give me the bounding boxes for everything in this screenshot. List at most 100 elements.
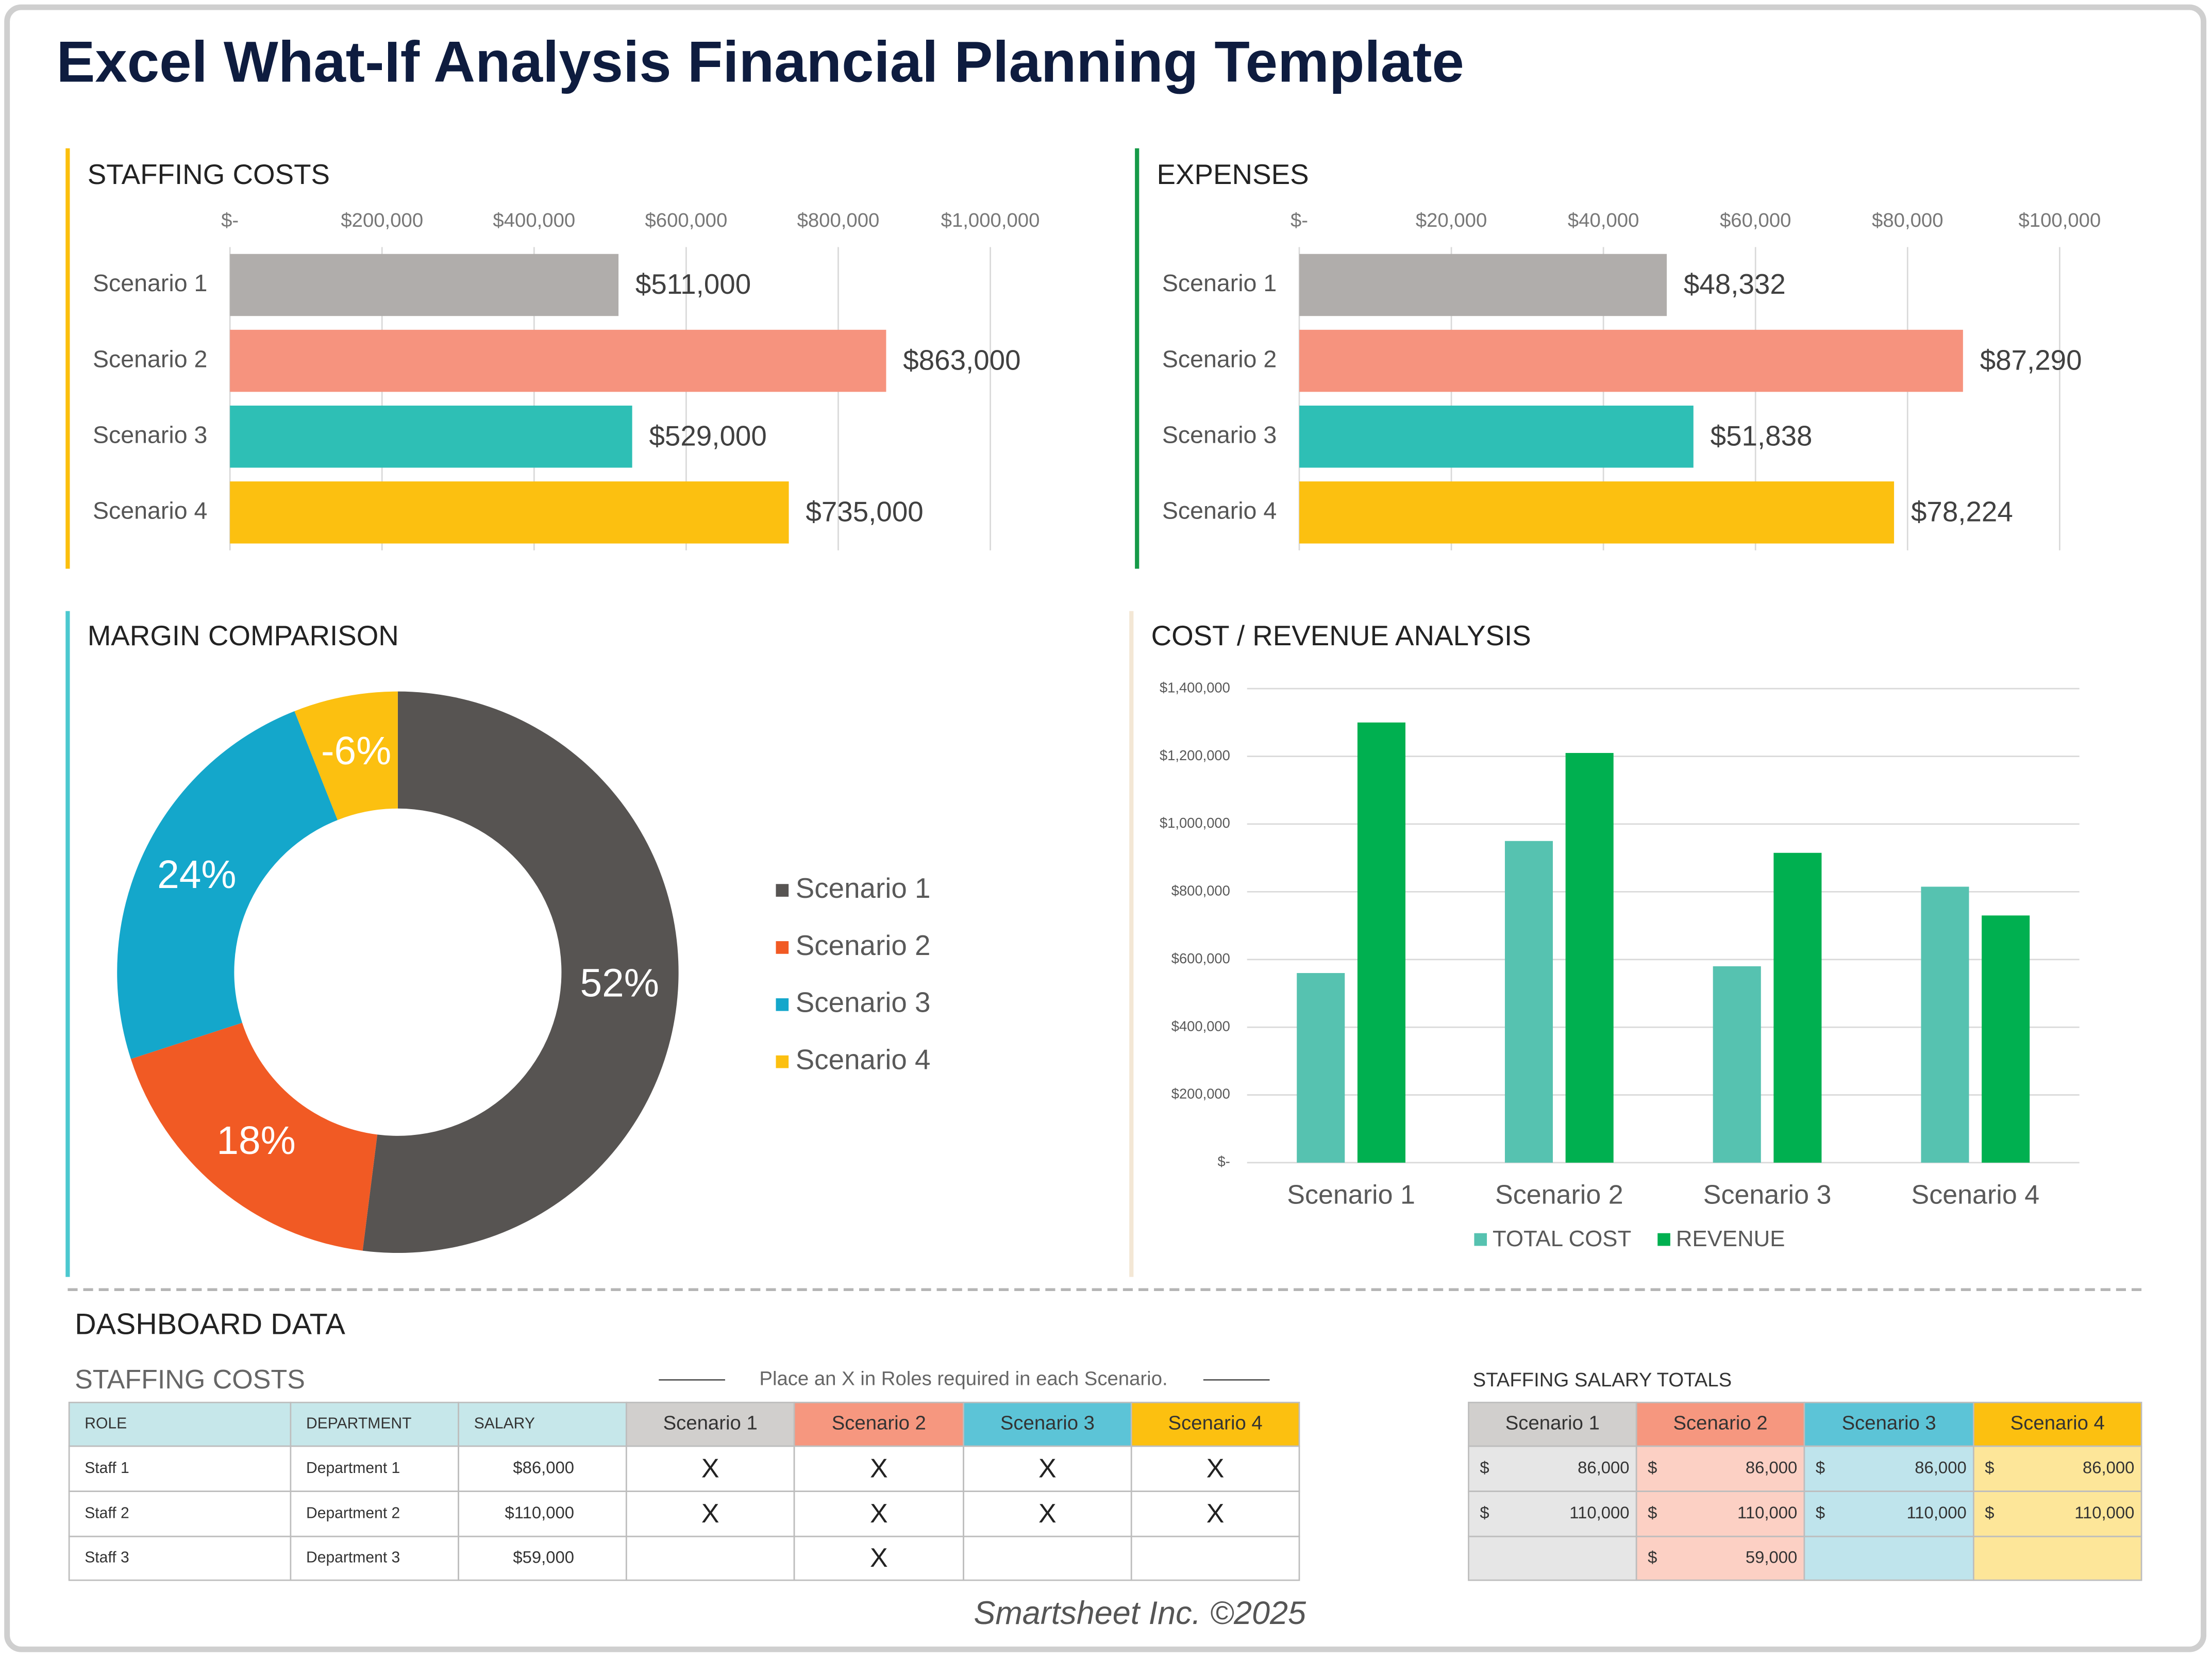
bar — [1504, 841, 1553, 1163]
table-title: STAFFING SALARY TOTALS — [1473, 1369, 1732, 1391]
table-cell — [793, 1490, 964, 1537]
value-label: -6% — [321, 729, 391, 773]
y-tick-label: $200,000 — [1171, 1086, 1230, 1102]
category-label: Scenario 1 — [1162, 270, 1277, 296]
table-cell — [625, 1445, 795, 1493]
chart-title: MARGIN COMPARISON — [88, 619, 399, 651]
table-cell — [458, 1490, 627, 1537]
bar — [1921, 886, 1969, 1163]
table-mark: X — [1206, 1499, 1225, 1529]
bar — [230, 254, 619, 316]
chart-title: COST / REVENUE ANALYSIS — [1151, 619, 1531, 651]
table-text: Staff 3 — [85, 1549, 129, 1566]
currency-symbol: $ — [1985, 1458, 1994, 1477]
table-cell — [1130, 1490, 1300, 1537]
chart-title: STAFFING COSTS — [88, 158, 330, 190]
value-label: $511,000 — [635, 268, 751, 300]
table-cell — [793, 1535, 964, 1581]
table-cell — [1130, 1401, 1300, 1447]
currency-symbol: $ — [1648, 1458, 1657, 1477]
page-title: Excel What-If Analysis Financial Plannin… — [56, 29, 1464, 94]
value-label: 52% — [580, 962, 659, 1006]
table-cell — [1635, 1445, 1805, 1493]
bar — [230, 405, 632, 468]
table-mark: X — [1038, 1499, 1057, 1529]
value-label: $863,000 — [903, 344, 1020, 376]
donut-slice — [130, 1023, 378, 1251]
legend-swatch — [1474, 1233, 1487, 1246]
category-label: Scenario 2 — [1162, 345, 1277, 372]
table-mark: X — [870, 1543, 888, 1573]
table-text: 86,000 — [1578, 1458, 1629, 1477]
table-cell — [458, 1535, 627, 1581]
column-header: Scenario 4 — [2010, 1412, 2105, 1434]
legend-swatch — [776, 1055, 789, 1068]
value-label: $735,000 — [806, 496, 923, 528]
x-tick-label: $40,000 — [1568, 209, 1639, 231]
table-cell — [1803, 1445, 1974, 1493]
legend-swatch — [1657, 1233, 1670, 1246]
instruction: Place an X in Roles required in each Sce… — [759, 1368, 1167, 1390]
column-header: ROLE — [85, 1415, 127, 1432]
table-text: $86,000 — [513, 1458, 574, 1477]
table-mark: X — [701, 1453, 719, 1483]
table-text: 110,000 — [1906, 1503, 1966, 1522]
section-title: DASHBOARD DATA — [75, 1308, 345, 1341]
x-tick-label: $- — [221, 209, 239, 231]
table-title: STAFFING COSTS — [75, 1365, 305, 1395]
table-cell — [1973, 1401, 2142, 1447]
x-tick-label: $20,000 — [1416, 209, 1487, 231]
table-text: Department 1 — [306, 1460, 400, 1477]
y-tick-label: $1,000,000 — [1160, 815, 1230, 831]
table-cell — [625, 1535, 795, 1581]
donut-slice — [294, 691, 398, 820]
bar — [1357, 722, 1405, 1163]
footer: Smartsheet Inc. ©2025 — [974, 1595, 1306, 1631]
donut-slice — [117, 711, 338, 1059]
bar — [1299, 254, 1667, 316]
value-label: $529,000 — [649, 420, 766, 451]
table-mark: X — [701, 1499, 719, 1529]
category-label: Scenario 4 — [93, 497, 207, 524]
table-text: $59,000 — [513, 1547, 574, 1566]
table-cell — [68, 1490, 292, 1537]
y-tick-label: $600,000 — [1171, 950, 1230, 966]
table-text: Staff 2 — [85, 1504, 129, 1521]
table-mark: X — [870, 1499, 888, 1529]
value-label: $78,224 — [1911, 496, 2013, 528]
column-header: Scenario 4 — [1168, 1412, 1263, 1434]
bar — [1773, 852, 1822, 1163]
table-text: 59,000 — [1746, 1547, 1797, 1566]
table-mark: X — [1038, 1453, 1057, 1483]
donut-slice — [362, 691, 679, 1253]
y-tick-label: $1,400,000 — [1160, 679, 1230, 695]
x-tick-label: $600,000 — [645, 209, 727, 231]
currency-symbol: $ — [1816, 1458, 1825, 1477]
x-tick-label: $800,000 — [797, 209, 880, 231]
x-tick-label: Scenario 2 — [1495, 1180, 1623, 1210]
bar — [230, 481, 789, 544]
currency-symbol: $ — [1816, 1503, 1825, 1522]
table-cell — [1130, 1445, 1300, 1493]
bar — [1982, 915, 2030, 1163]
table-text: 86,000 — [2083, 1458, 2134, 1477]
table-text: 86,000 — [1915, 1458, 1966, 1477]
legend-label: Scenario 2 — [796, 929, 931, 961]
table-cell — [1973, 1445, 2142, 1493]
table-text: Department 3 — [306, 1549, 400, 1566]
column-header: Scenario 3 — [1000, 1412, 1095, 1434]
table-text: $110,000 — [505, 1503, 575, 1522]
legend-label: Scenario 3 — [796, 986, 931, 1018]
y-tick-label: $400,000 — [1171, 1018, 1230, 1034]
table-mark: X — [1206, 1453, 1225, 1483]
x-tick-label: $200,000 — [341, 209, 423, 231]
table-cell — [963, 1401, 1132, 1447]
legend-label: REVENUE — [1676, 1226, 1785, 1251]
bar — [230, 329, 886, 392]
table-text: Department 2 — [306, 1504, 400, 1521]
chart-title: EXPENSES — [1157, 158, 1309, 190]
table-cell — [1803, 1401, 1974, 1447]
bar — [1299, 405, 1694, 468]
